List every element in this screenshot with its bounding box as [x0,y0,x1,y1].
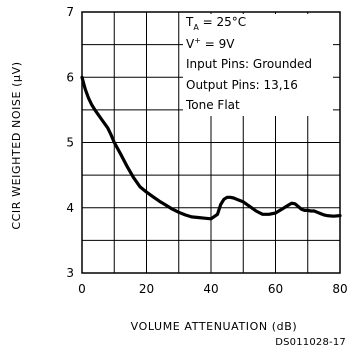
conditions-box: TA = 25°C V+ = 9V Input Pins: Grounded O… [185,15,312,112]
conditions-background [183,14,333,116]
condition-temperature-symbol: T [185,15,194,29]
x-tick-label: 60 [268,282,283,296]
series-line [80,75,342,221]
x-axis-label: VOLUME ATTENUATION (dB) [131,320,298,333]
y-tick-label: 3 [66,266,74,280]
condition-voltage-value: = 9V [201,37,235,51]
series-layer [80,75,342,221]
y-axis-label: CCIR WEIGHTED NOISE (μV) [10,61,23,229]
plot-frame [81,11,341,274]
x-tick-label: 20 [139,282,154,296]
condition-voltage-symbol: V [186,37,195,51]
x-tick-label: 80 [332,282,347,296]
condition-voltage-superscript: + [194,36,201,45]
condition-temperature-value: = 25°C [199,15,246,29]
condition-input-pins: Input Pins: Grounded [186,57,312,71]
tick-labels: 0 20 40 60 80 3 4 5 6 7 [66,5,347,296]
y-tick-label: 6 [66,70,74,84]
x-tick-label: 0 [78,282,86,296]
y-tick-label: 5 [66,136,74,150]
plot-border [81,11,341,274]
document-id: DS011028-17 [275,337,346,348]
condition-temperature-subscript: A [193,23,199,32]
y-tick-label: 7 [66,5,74,19]
condition-supply-voltage: V+ = 9V [186,36,235,51]
y-tick-label: 4 [66,201,74,215]
condition-output-pins: Output Pins: 13,16 [186,78,298,92]
x-tick-label: 40 [203,282,218,296]
condition-tone: Tone Flat [185,98,240,112]
condition-temperature: TA = 25°C [185,15,246,32]
